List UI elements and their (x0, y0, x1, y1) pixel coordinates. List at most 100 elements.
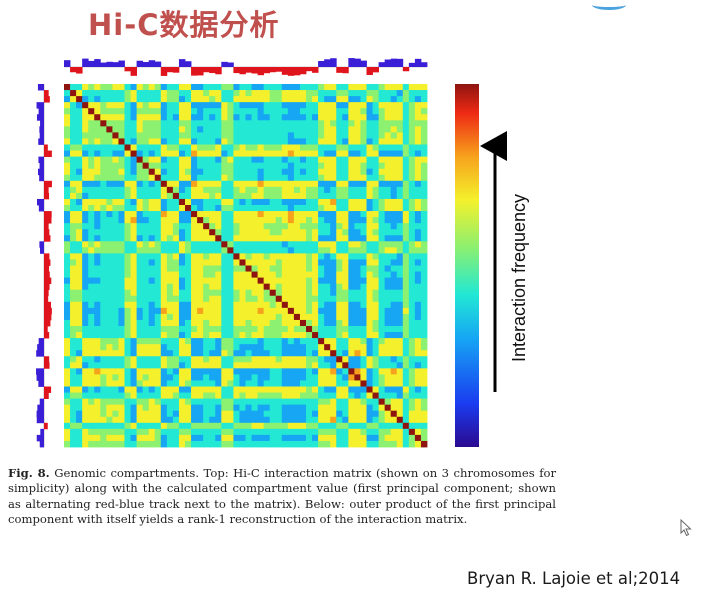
matrix-cell (112, 410, 119, 418)
matrix-cell (191, 440, 198, 448)
matrix-cell (269, 259, 277, 266)
matrix-cell (191, 253, 198, 260)
matrix-cell (360, 398, 367, 406)
matrix-cell (106, 410, 113, 418)
matrix-cell (136, 247, 144, 254)
matrix-cell (342, 338, 349, 345)
matrix-cell (366, 404, 373, 412)
matrix-cell (185, 174, 192, 182)
matrix-cell (342, 150, 349, 157)
matrix-cell (245, 434, 252, 442)
matrix-cell (197, 84, 204, 91)
matrix-cell (160, 259, 168, 266)
matrix-cell (154, 205, 162, 212)
matrix-cell (414, 283, 422, 291)
matrix-cell (378, 295, 386, 303)
matrix-cell (130, 253, 137, 260)
matrix-cell (342, 174, 349, 182)
matrix-cell (402, 241, 410, 248)
matrix-cell (142, 319, 150, 327)
matrix-cell (312, 205, 319, 212)
matrix-cell (372, 174, 379, 182)
matrix-cell (142, 277, 150, 285)
matrix-cell (354, 368, 361, 375)
matrix-cell (100, 247, 107, 254)
matrix-cell (348, 120, 355, 127)
matrix-cell (148, 247, 156, 254)
matrix-cell (287, 120, 295, 127)
matrix-cell (420, 174, 428, 182)
matrix-cell (215, 211, 222, 218)
matrix-cell (360, 259, 367, 266)
matrix-cell (166, 289, 174, 297)
matrix-cell (324, 295, 331, 303)
matrix-cell (245, 313, 252, 321)
matrix-cell (70, 84, 77, 91)
matrix-cell (94, 319, 101, 327)
matrix-cell (172, 96, 180, 103)
matrix-cell (197, 404, 204, 412)
matrix-cell (221, 90, 228, 97)
matrix-cell (94, 253, 101, 260)
matrix-cell (136, 307, 144, 315)
matrix-cell (82, 332, 89, 339)
matrix-cell (281, 338, 289, 345)
matrix-cell (414, 144, 422, 151)
matrix-cell (221, 283, 228, 291)
matrix-cell (287, 380, 295, 387)
matrix-cell (293, 84, 301, 91)
matrix-cell (275, 168, 283, 176)
matrix-cell (281, 192, 289, 200)
matrix-cell (130, 410, 137, 418)
matrix-cell (396, 295, 404, 303)
matrix-cell (263, 211, 271, 218)
matrix-cell (88, 295, 95, 303)
track-bar (36, 374, 44, 381)
matrix-cell (372, 96, 379, 103)
matrix-cell (414, 356, 422, 363)
matrix-cell (318, 84, 325, 91)
matrix-cell (124, 356, 131, 363)
matrix-cell (269, 84, 277, 91)
matrix-cell (257, 386, 265, 393)
matrix-cell (330, 235, 337, 242)
matrix-cell (124, 259, 131, 266)
matrix-cell (88, 223, 95, 230)
matrix-cell (348, 428, 355, 436)
matrix-cell (76, 295, 83, 303)
matrix-cell (257, 180, 265, 188)
matrix-cell (281, 205, 289, 212)
matrix-cell (148, 301, 156, 309)
matrix-cell (142, 247, 150, 254)
matrix-cell (124, 247, 131, 254)
matrix-cell (336, 338, 343, 345)
matrix-cell (420, 404, 428, 412)
matrix-cell (76, 90, 83, 97)
matrix-cell (420, 265, 428, 272)
matrix-cell (118, 217, 125, 224)
matrix-cell (112, 198, 119, 206)
matrix-cell (148, 150, 156, 157)
matrix-cell (293, 277, 301, 285)
matrix-cell (263, 313, 271, 321)
matrix-cell (318, 126, 325, 133)
matrix-cell (82, 120, 89, 127)
matrix-cell (154, 120, 162, 127)
matrix-cell (354, 217, 361, 224)
matrix-cell (227, 186, 234, 194)
matrix-cell (330, 126, 337, 133)
matrix-cell (384, 180, 392, 188)
matrix-cell (166, 398, 174, 406)
matrix-cell (245, 192, 252, 200)
matrix-cell (100, 217, 107, 224)
matrix-cell (82, 289, 89, 297)
matrix-cell (191, 404, 198, 412)
matrix-cell (142, 132, 150, 139)
matrix-cell (64, 398, 71, 406)
matrix-cell (233, 380, 240, 387)
matrix-cell (318, 198, 325, 206)
matrix-cell (227, 96, 234, 103)
matrix-cell (354, 138, 361, 145)
matrix-cell (148, 223, 156, 230)
matrix-cell (366, 277, 373, 285)
